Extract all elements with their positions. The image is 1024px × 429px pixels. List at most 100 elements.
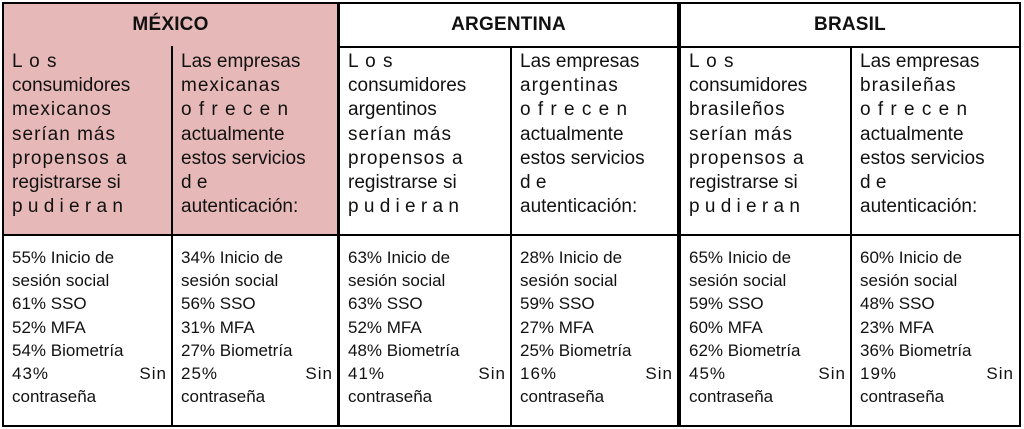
question-line: d e (520, 172, 547, 194)
stat-sso: 59% SSO (689, 294, 764, 314)
argentina-companies-question: Las empresas argentinas o f r e c e n ac… (512, 46, 677, 234)
question-line: registrarse si (12, 172, 121, 194)
column-divider (510, 46, 512, 236)
column-divider (850, 46, 852, 236)
mexico-consumers-stats: 55% Inicio de sesión social 61% SSO 52% … (4, 236, 171, 425)
brasil-consumers-question: L o s consumidores brasileños serían más… (681, 46, 850, 234)
stat-passwordless-cont: contraseña (348, 387, 433, 407)
stat-passwordless-cont: contraseña (12, 387, 97, 407)
question-line: Las empresas (860, 51, 980, 72)
row-divider (4, 234, 337, 236)
stat-social-login-cont: sesión social (12, 271, 110, 291)
stat-value: 16% (520, 364, 558, 384)
question-line: o f r e c e n (181, 99, 290, 121)
stat-value: 25% (181, 364, 219, 384)
question-line: o f r e c e n (520, 99, 629, 121)
stat-social-login-cont: sesión social (689, 271, 787, 291)
stat-biometrics: 62% Biometría (689, 340, 801, 360)
question-line: Las empresas (520, 51, 640, 72)
stat-mfa: 23% MFA (860, 317, 934, 337)
stat-sso: 59% SSO (520, 294, 595, 314)
mexico-consumers-question: L o s consumidores mexicanos serían más … (4, 46, 171, 234)
stat-passwordless-cont: contraseña (689, 387, 774, 407)
question-line: estos servicios (520, 147, 645, 169)
question-line: autenticación: (181, 196, 299, 218)
stat-word: Sin (818, 364, 846, 384)
question-line: p u d i e r a n (348, 196, 459, 218)
question-line: registrarse si (689, 172, 798, 194)
row-divider (340, 234, 677, 236)
brasil-companies-question: Las empresas brasileñas o f r e c e n ac… (852, 46, 1018, 234)
mexico-companies-question: Las empresas mexicanas o f r e c e n act… (173, 46, 337, 234)
stat-passwordless: 45% Sin (689, 362, 846, 385)
question-line: serían más (689, 123, 793, 145)
question-line: actualmente (860, 123, 964, 145)
stat-word: Sin (478, 364, 506, 384)
question-line: o f r e c e n (860, 99, 969, 121)
stat-value: 43% (12, 364, 50, 384)
question-line: Las empresas (181, 51, 301, 72)
question-line: argentinos (348, 99, 437, 121)
question-line: propensos a (689, 147, 805, 169)
question-line: estos servicios (860, 147, 985, 169)
stat-sso: 56% SSO (181, 294, 256, 314)
stat-value: 19% (860, 364, 898, 384)
stat-biometrics: 36% Biometría (860, 340, 972, 360)
question-line: consumidores (12, 75, 131, 97)
stat-mfa: 60% MFA (689, 317, 763, 337)
stat-passwordless: 16% Sin (520, 362, 673, 385)
question-line: actualmente (181, 123, 285, 145)
stat-sso: 63% SSO (348, 294, 423, 314)
question-line: L o s (12, 51, 58, 72)
stat-mfa: 31% MFA (181, 317, 255, 337)
question-line: argentinas (520, 75, 619, 97)
stat-biometrics: 27% Biometría (181, 340, 293, 360)
question-line: serían más (348, 123, 452, 145)
stat-passwordless-cont: contraseña (860, 387, 945, 407)
question-line: autenticación: (860, 196, 978, 218)
stat-social-login-cont: sesión social (348, 271, 446, 291)
stat-social-login: 34% Inicio de (181, 248, 284, 267)
stat-passwordless: 19% Sin (860, 362, 1014, 385)
question-line: mexicanos (12, 99, 112, 121)
column-divider (171, 46, 173, 236)
column-divider (510, 236, 512, 425)
stat-biometrics: 25% Biometría (520, 340, 632, 360)
row-divider (681, 234, 1019, 236)
stat-social-login: 63% Inicio de (348, 248, 451, 267)
question-line: registrarse si (348, 172, 457, 194)
stat-mfa: 52% MFA (348, 317, 422, 337)
stat-social-login: 28% Inicio de (520, 248, 623, 267)
stat-social-login-cont: sesión social (181, 271, 279, 291)
brasil-header: BRASIL (681, 4, 1019, 48)
question-line: estos servicios (181, 147, 306, 169)
question-line: brasileñas (860, 75, 957, 97)
stat-value: 41% (348, 364, 386, 384)
stat-social-login: 65% Inicio de (689, 248, 792, 267)
question-line: autenticación: (520, 196, 638, 218)
question-line: d e (181, 172, 208, 194)
stat-mfa: 27% MFA (520, 317, 594, 337)
question-line: consumidores (348, 75, 467, 97)
question-line: consumidores (689, 75, 808, 97)
question-line: L o s (348, 51, 394, 72)
stat-word: Sin (986, 364, 1014, 384)
stat-passwordless: 41% Sin (348, 362, 506, 385)
question-line: actualmente (520, 123, 624, 145)
brasil-consumers-stats: 65% Inicio de sesión social 59% SSO 60% … (681, 236, 850, 425)
brasil-companies-stats: 60% Inicio de sesión social 48% SSO 23% … (852, 236, 1018, 425)
mexico-companies-stats: 34% Inicio de sesión social 56% SSO 31% … (173, 236, 337, 425)
stat-passwordless: 25% Sin (181, 362, 333, 385)
argentina-block: ARGENTINA L o s consumidores argentinos … (338, 2, 679, 427)
stat-social-login: 55% Inicio de (12, 248, 115, 267)
question-line: p u d i e r a n (689, 196, 800, 218)
argentina-header: ARGENTINA (340, 4, 677, 48)
stat-mfa: 52% MFA (12, 317, 86, 337)
argentina-consumers-question: L o s consumidores argentinos serían más… (340, 46, 510, 234)
stat-social-login-cont: sesión social (860, 271, 958, 291)
stat-word: Sin (305, 364, 333, 384)
mexico-block: MÉXICO L o s consumidores mexicanos serí… (2, 2, 339, 427)
question-line: L o s (689, 51, 735, 72)
question-line: d e (860, 172, 887, 194)
